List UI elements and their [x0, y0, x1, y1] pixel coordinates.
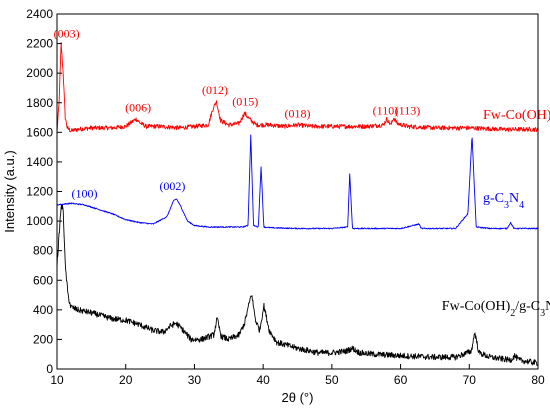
- label-text: Fw-Co(OH): [442, 299, 511, 314]
- y-tick-label: 0: [46, 362, 53, 376]
- x-tick-label: 70: [463, 373, 477, 387]
- y-axis-title: Intensity (a.u.): [2, 150, 17, 232]
- x-tick-label: 30: [188, 373, 202, 387]
- peak-label: (002): [159, 179, 185, 193]
- x-tick-label: 80: [531, 373, 545, 387]
- peak-label: (110): [373, 104, 399, 118]
- label-text: /g-C: [515, 299, 540, 314]
- x-tick-label: 20: [119, 373, 133, 387]
- y-tick-label: 600: [33, 273, 53, 287]
- x-tick-label: 40: [256, 373, 270, 387]
- subscript: 4: [519, 199, 524, 210]
- label-text: Fw-Co(OH): [483, 108, 550, 123]
- y-tick-label: 2200: [26, 37, 53, 51]
- peak-label: (113): [395, 104, 421, 118]
- y-tick-label: 2400: [26, 7, 53, 21]
- y-tick-label: 1600: [26, 125, 53, 139]
- subscript: 2: [510, 307, 515, 318]
- x-axis-title: 2θ (°): [282, 390, 314, 405]
- series-line-0: [56, 42, 539, 133]
- x-tick-label: 60: [394, 373, 408, 387]
- peak-label: (006): [125, 101, 151, 115]
- y-tick-label: 1000: [26, 214, 53, 228]
- y-tick-label: 1400: [26, 155, 53, 169]
- y-tick-label: 1200: [26, 185, 53, 199]
- y-tick-label: 400: [33, 303, 53, 317]
- label-text: N: [509, 191, 519, 206]
- series-line-2: [56, 204, 539, 366]
- y-tick-label: 800: [33, 244, 53, 258]
- y-tick-label: 2000: [26, 66, 53, 80]
- y-tick-label: 1800: [26, 96, 53, 110]
- peak-label: (100): [71, 186, 97, 200]
- y-tick-label: 200: [33, 332, 53, 346]
- series-label-1: g-C3N4: [483, 191, 524, 211]
- series-label-2: Fw-Co(OH)2/g-C3N4: [442, 299, 550, 319]
- x-tick-label: 50: [325, 373, 339, 387]
- annotation-layer: (003) (006) (012) (015) (018) (110)(113) (100)…: [54, 27, 421, 201]
- peak-label: (015): [232, 95, 258, 109]
- series-layer: [56, 42, 539, 366]
- peak-label: (003): [54, 27, 80, 41]
- subscript: 3: [540, 307, 545, 318]
- peak-label: (012): [202, 83, 228, 97]
- series-line-1: [56, 134, 539, 230]
- tick-layer: 10 20 30 40 50 60 70 80020040060080010001200140…: [26, 7, 545, 387]
- peak-label: (018): [285, 107, 311, 121]
- x-tick-label: 10: [50, 373, 64, 387]
- subscript: 3: [504, 199, 509, 210]
- label-text: g-C: [483, 191, 504, 206]
- label-text: N: [545, 299, 550, 314]
- series-label-0: Fw-Co(OH)2: [483, 108, 550, 128]
